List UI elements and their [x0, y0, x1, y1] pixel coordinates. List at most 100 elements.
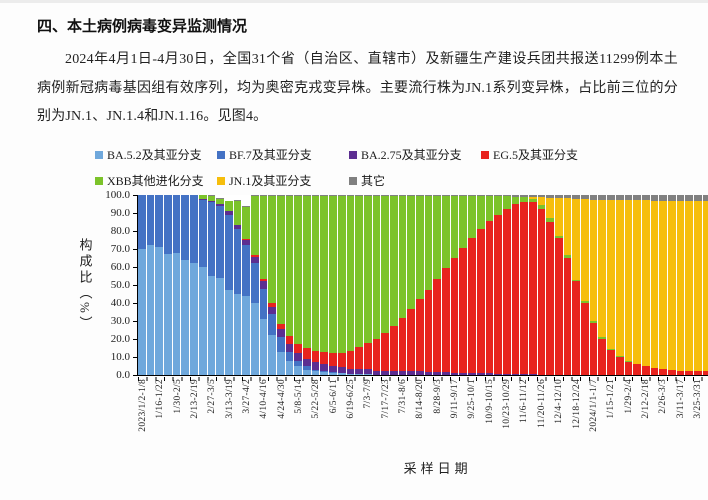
bar-segment	[694, 201, 702, 372]
y-tick-label: 40.0	[110, 297, 130, 310]
bar-segment	[277, 195, 285, 196]
x-label-slot: 3/27-4/2	[242, 376, 252, 458]
legend-item: JN.1及其亚分支	[217, 172, 349, 189]
bar-segment	[502, 208, 511, 375]
bar-segment	[294, 360, 303, 367]
bar-segment	[216, 197, 224, 199]
bar-segment	[146, 245, 155, 376]
bar-segment	[528, 202, 537, 375]
x-label-slot: 1/15-1/21	[606, 376, 616, 458]
bar-segment	[242, 240, 250, 246]
bar-segment	[494, 195, 502, 215]
bar-segment	[546, 195, 554, 198]
bar-segment	[572, 281, 581, 376]
bar-segment	[416, 299, 424, 372]
x-label-slot: 5/22-5/28	[311, 376, 321, 458]
y-tick-label: 50.0	[110, 279, 130, 292]
x-label-slot: 1/16-1/22	[155, 376, 165, 458]
bar-segment	[511, 374, 520, 376]
stacked-bar	[259, 195, 268, 376]
bar-segment	[146, 195, 155, 246]
stacked-bar	[303, 195, 311, 376]
x-label-slot: 4/10-4/16	[259, 376, 269, 458]
stacked-bar	[676, 195, 685, 376]
bar-segment	[355, 368, 363, 375]
stacked-bar	[433, 195, 442, 376]
bar-segment	[468, 195, 476, 239]
bar-segment	[268, 196, 276, 304]
bar-segment	[537, 208, 546, 376]
bar-segment	[450, 258, 459, 374]
bar-segment	[563, 255, 572, 259]
bar-segment	[311, 350, 320, 363]
bar-segment	[138, 195, 146, 250]
stacked-bar	[320, 195, 329, 376]
bar-segment	[702, 201, 708, 372]
bar-segment	[303, 348, 311, 359]
bar-segment	[624, 200, 633, 361]
bar-segment	[207, 276, 216, 376]
legend-label: XBB其他进化分支	[107, 174, 204, 189]
bar-segment	[702, 371, 708, 376]
x-label-slot	[702, 376, 708, 458]
legend-swatch-icon	[349, 176, 357, 185]
stacked-bar	[268, 195, 276, 376]
bar-segment	[624, 361, 633, 376]
bar-segment	[294, 343, 303, 353]
x-label-slot: 10/9-10/15	[485, 376, 495, 458]
bar-segment	[416, 195, 424, 196]
bar-segment	[216, 198, 224, 205]
stacked-bar	[546, 195, 554, 376]
bar-segment	[259, 196, 268, 279]
bar-segment	[372, 195, 381, 196]
bar-segment	[528, 196, 537, 199]
bar-segment	[259, 281, 268, 289]
bar-segment	[546, 218, 554, 223]
stacked-bar	[190, 195, 198, 376]
bar-segment	[433, 195, 442, 279]
x-label-slot: 1/29-2/4	[624, 376, 634, 458]
bar-segment	[555, 195, 563, 198]
x-label-slot: 3/13-3/19	[225, 376, 235, 458]
bar-segment	[581, 195, 589, 199]
x-label-slot: 9/11-9/17	[450, 376, 460, 458]
bar-segment	[398, 371, 407, 376]
bar-segment	[572, 195, 581, 199]
bar-segment	[181, 259, 190, 376]
bar-segment	[459, 195, 468, 196]
bar-segment	[207, 201, 216, 203]
bar-segment	[572, 198, 581, 280]
bar-segment	[207, 195, 216, 196]
bar-segment	[311, 371, 320, 376]
x-label-slot	[564, 376, 573, 458]
bar-segment	[242, 239, 250, 241]
x-label-slot: 12/18-12/24	[572, 376, 582, 458]
bar-segment	[702, 195, 708, 202]
bar-segment	[433, 195, 442, 196]
legend-label: BA.5.2及其亚分支	[107, 148, 202, 163]
bar-segment	[598, 195, 607, 200]
bar-segment	[355, 374, 363, 376]
stacked-bar	[520, 195, 528, 376]
x-label-slot: 4/24-4/30	[277, 376, 287, 458]
bar-segment	[398, 318, 407, 372]
bar-segment	[224, 200, 233, 202]
bar-segment	[389, 370, 398, 376]
bar-segment	[329, 195, 337, 353]
bar-segment	[294, 366, 303, 376]
stacked-bar	[694, 195, 702, 376]
bar-segment	[555, 235, 563, 239]
bar-segment	[303, 195, 311, 196]
bar-segment	[363, 374, 372, 376]
bar-segment	[329, 195, 337, 196]
bar-segment	[398, 195, 407, 319]
bar-segment	[641, 366, 650, 376]
legend-swatch-icon	[217, 176, 225, 185]
y-tick-label: 0.0	[116, 369, 130, 382]
stacked-bar	[485, 195, 494, 376]
bar-segment	[233, 201, 242, 225]
bar-segment	[224, 290, 233, 376]
stacked-bar	[355, 195, 363, 376]
bar-segment	[337, 373, 346, 376]
bar-segment	[676, 370, 685, 376]
